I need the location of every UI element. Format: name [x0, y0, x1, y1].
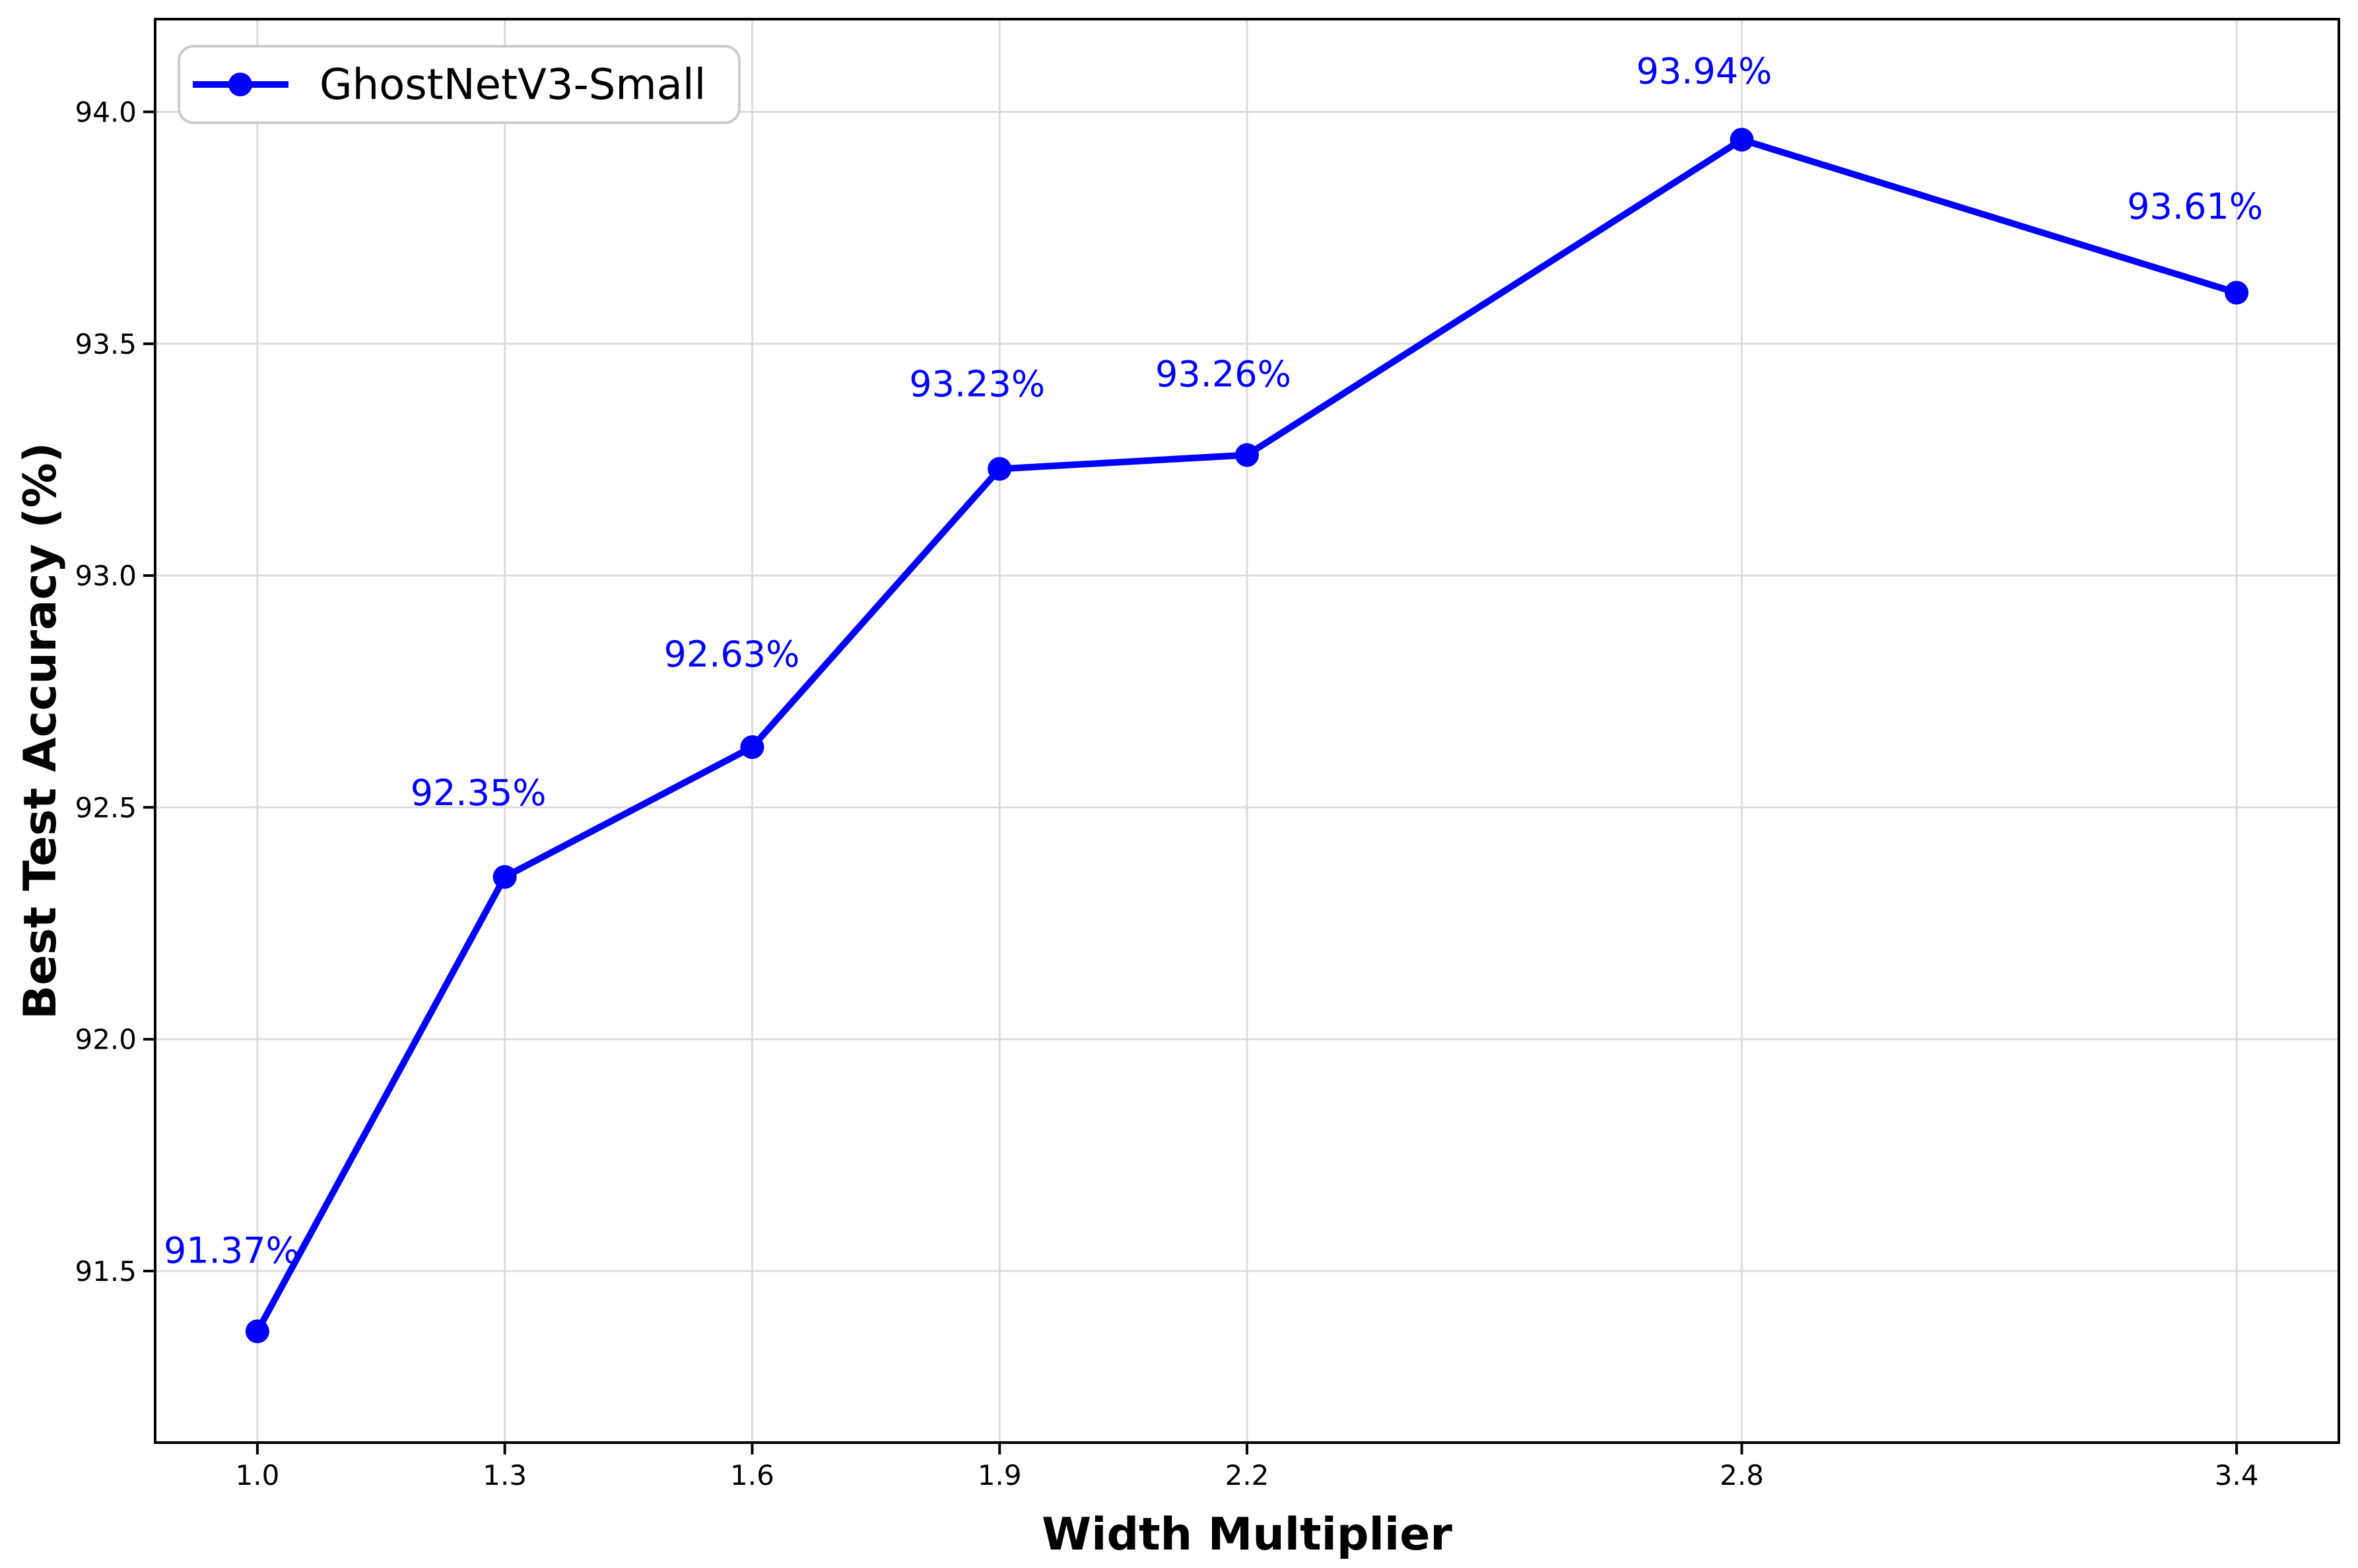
legend-box	[178, 45, 741, 124]
data-point-label: 93.23%	[909, 364, 1045, 405]
x-tick-label: 1.0	[236, 1459, 280, 1491]
data-point-label: 93.94%	[1636, 51, 1772, 92]
y-tick-label: 92.0	[75, 1024, 137, 1056]
data-point-marker	[740, 735, 764, 760]
y-tick-label: 93.0	[75, 560, 137, 592]
y-tick-label: 94.0	[75, 96, 137, 129]
x-axis-title: Width Multiplier	[1042, 1509, 1452, 1561]
x-tick-label: 1.9	[978, 1459, 1022, 1491]
x-tick-label: 3.4	[2215, 1459, 2259, 1491]
legend: GhostNetV3-Small	[178, 45, 741, 124]
x-tick-label: 1.3	[483, 1459, 527, 1491]
data-point-label: 93.26%	[1155, 353, 1291, 395]
y-tick-label: 92.5	[75, 791, 137, 824]
y-tick-label: 93.5	[75, 328, 137, 360]
data-point-marker	[1235, 443, 1259, 467]
axes-ticks: 1.0 1.3 1.6 1.9 2.2 2.8 3.4 91.5 92.0 92.5 93.0 93.…	[75, 96, 2258, 1491]
data-point-label: 92.35%	[411, 772, 547, 814]
x-tick-label: 2.2	[1225, 1459, 1269, 1491]
x-tick-label: 1.6	[730, 1459, 774, 1491]
y-axis-title: Best Test Accuracy (%)	[15, 442, 67, 1019]
y-tick-label: 91.5	[75, 1255, 137, 1288]
data-point-marker	[1730, 127, 1754, 152]
series-GhostNetV3-Small: 91.37% 92.35% 92.63% 93.23% 93.26% 93.94% 93.6…	[164, 51, 2263, 1344]
data-point-marker	[245, 1319, 269, 1344]
x-tick-label: 2.8	[1720, 1459, 1764, 1491]
grid	[155, 19, 2339, 1443]
legend-label: GhostNetV3-Small	[320, 61, 706, 110]
data-point-label: 92.63%	[664, 634, 800, 675]
legend-marker	[228, 73, 252, 96]
data-point-marker	[2225, 280, 2249, 305]
data-point-marker	[988, 457, 1012, 481]
data-point-label: 91.37%	[164, 1229, 300, 1271]
data-point-label: 93.61%	[2127, 186, 2263, 228]
data-point-marker	[492, 865, 517, 889]
